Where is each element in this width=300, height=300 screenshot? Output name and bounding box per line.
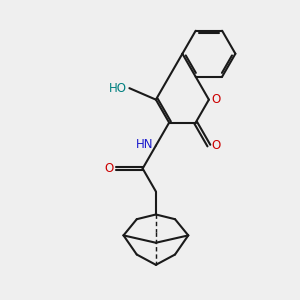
Text: O: O xyxy=(104,162,114,175)
Text: O: O xyxy=(211,139,220,152)
Text: O: O xyxy=(211,93,220,106)
Text: HO: HO xyxy=(109,82,127,95)
Text: HN: HN xyxy=(136,138,154,151)
